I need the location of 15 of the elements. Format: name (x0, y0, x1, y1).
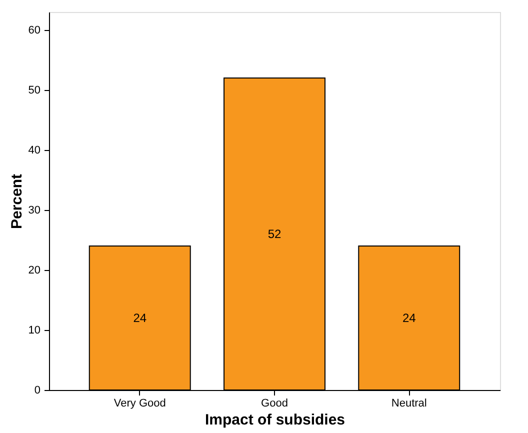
x-tick-label: Good (261, 398, 288, 410)
data-label: 52 (268, 227, 282, 241)
y-axis-title: Percent (8, 174, 26, 230)
data-label: 24 (133, 311, 147, 325)
x-axis-title: Impact of subsidies (204, 412, 346, 428)
x-tick-label: Very Good (114, 398, 166, 410)
y-tick-label: 60 (28, 24, 40, 36)
x-tick-label: Neutral (391, 398, 427, 410)
y-tick-label: 30 (28, 204, 40, 216)
y-tick-label: 0 (34, 384, 40, 396)
y-tick-label: 50 (28, 84, 40, 96)
data-label: 24 (402, 311, 416, 325)
y-tick-label: 10 (28, 324, 40, 336)
y-tick-label: 40 (28, 144, 40, 156)
y-tick-label: 20 (28, 264, 40, 276)
